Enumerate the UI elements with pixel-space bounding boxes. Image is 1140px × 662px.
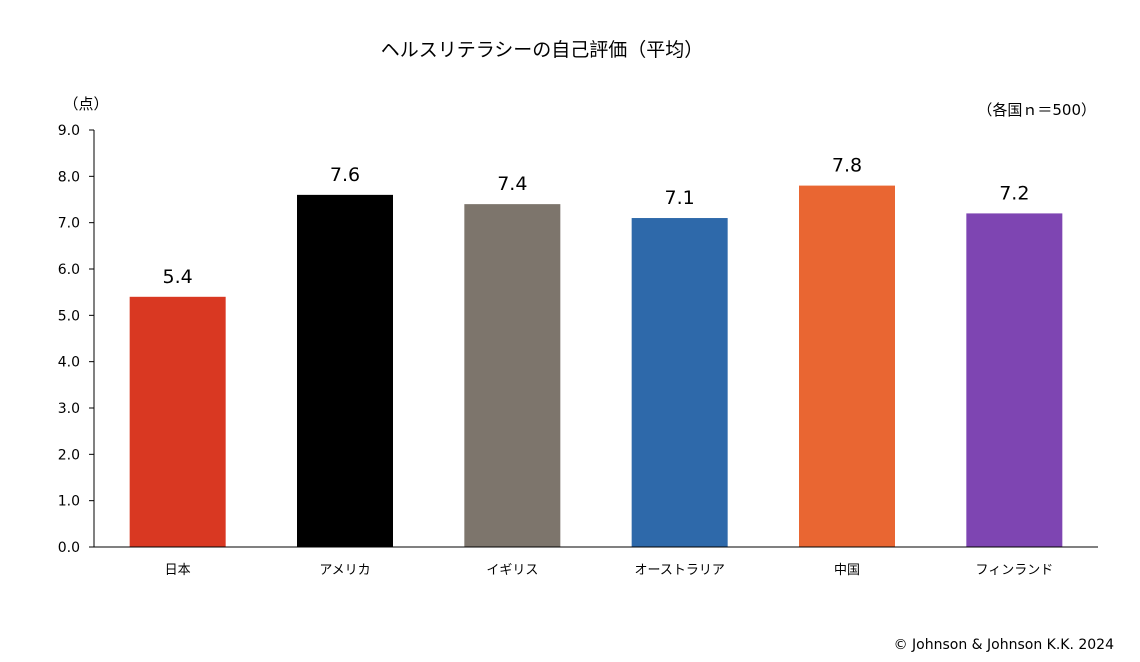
value-label: 5.4 [163,266,193,288]
bar [464,204,561,547]
category-label: 日本 [165,563,191,578]
y-axis-ticks: 0.0 1.0 2.0 3.0 4.0 5.0 6.0 7.0 8.0 9.0 [58,123,94,556]
y-tick-label: 1.0 [58,494,80,510]
copyright-text: © Johnson & Johnson K.K. 2024 [894,637,1114,653]
value-label: 7.2 [999,182,1029,204]
y-tick-label: 3.0 [58,401,80,417]
y-axis-unit-label: （点） [63,95,108,113]
bar [799,185,895,547]
value-label: 7.6 [330,164,360,186]
category-label: イギリス [486,563,538,578]
y-tick-label: 2.0 [58,447,80,463]
y-tick-label: 5.0 [58,308,80,324]
bar [966,213,1063,547]
value-labels: 5.4 7.6 7.4 7.1 7.8 7.2 [163,155,1030,288]
y-tick-label: 9.0 [58,123,80,139]
bar [129,296,226,547]
category-label: オーストラリア [634,563,724,578]
sample-size-note: （各国ｎ＝500） [977,101,1096,119]
bars [129,185,1063,548]
category-label: アメリカ [319,563,370,578]
chart-title: ヘルスリテラシーの自己評価（平均） [381,39,704,61]
bar [631,218,728,548]
value-label: 7.4 [497,173,527,195]
bar [297,194,393,547]
category-labels: 日本 アメリカ イギリス オーストラリア 中国 フィンランド [165,563,1054,578]
y-tick-label: 7.0 [58,216,80,232]
y-tick-label: 8.0 [58,169,80,185]
y-tick-label: 4.0 [58,355,80,371]
value-label: 7.1 [665,187,695,209]
value-label: 7.8 [832,155,862,177]
category-label: フィンランド [975,563,1053,578]
category-label: 中国 [834,563,860,578]
y-tick-label: 6.0 [58,262,80,278]
y-tick-label: 0.0 [58,540,80,556]
